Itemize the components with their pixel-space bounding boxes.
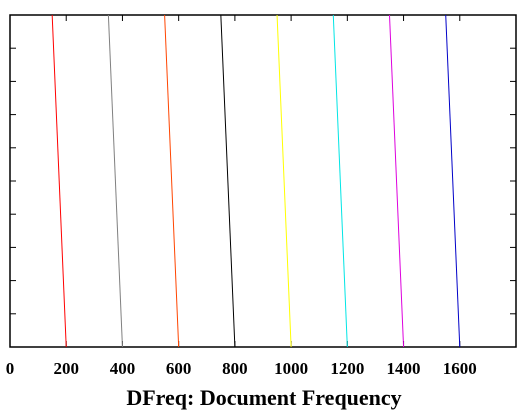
y-ticks-right bbox=[510, 47, 516, 315]
x-tick-label-7: 1400 bbox=[387, 359, 421, 378]
y-ticks-left bbox=[10, 47, 16, 315]
x-tick-label-4: 800 bbox=[222, 359, 248, 378]
x-tick-label-1: 200 bbox=[53, 359, 79, 378]
x-tick-label-3: 600 bbox=[166, 359, 192, 378]
series-line-8 bbox=[445, 14, 461, 348]
x-tick-label-2: 400 bbox=[110, 359, 136, 378]
x-tick-label-0: 0 bbox=[6, 359, 15, 378]
x-tick-label-6: 1200 bbox=[330, 359, 364, 378]
x-tick-label-5: 1000 bbox=[274, 359, 308, 378]
series-line-1 bbox=[51, 14, 67, 348]
x-tick-label-8: 1600 bbox=[443, 359, 477, 378]
x-ticks bbox=[9, 15, 461, 347]
series-line-5 bbox=[276, 14, 292, 348]
series-lines bbox=[51, 14, 461, 348]
series-line-3 bbox=[164, 14, 180, 348]
series-line-6 bbox=[332, 14, 348, 348]
x-axis-title: DFreq: Document Frequency bbox=[126, 385, 401, 410]
series-line-2 bbox=[107, 14, 123, 348]
series-line-4 bbox=[220, 14, 236, 348]
series-line-7 bbox=[389, 14, 405, 348]
plot-frame bbox=[9, 14, 517, 348]
x-tick-labels: 0 200 400 600 800 1000 1200 1400 1600 bbox=[6, 359, 477, 378]
